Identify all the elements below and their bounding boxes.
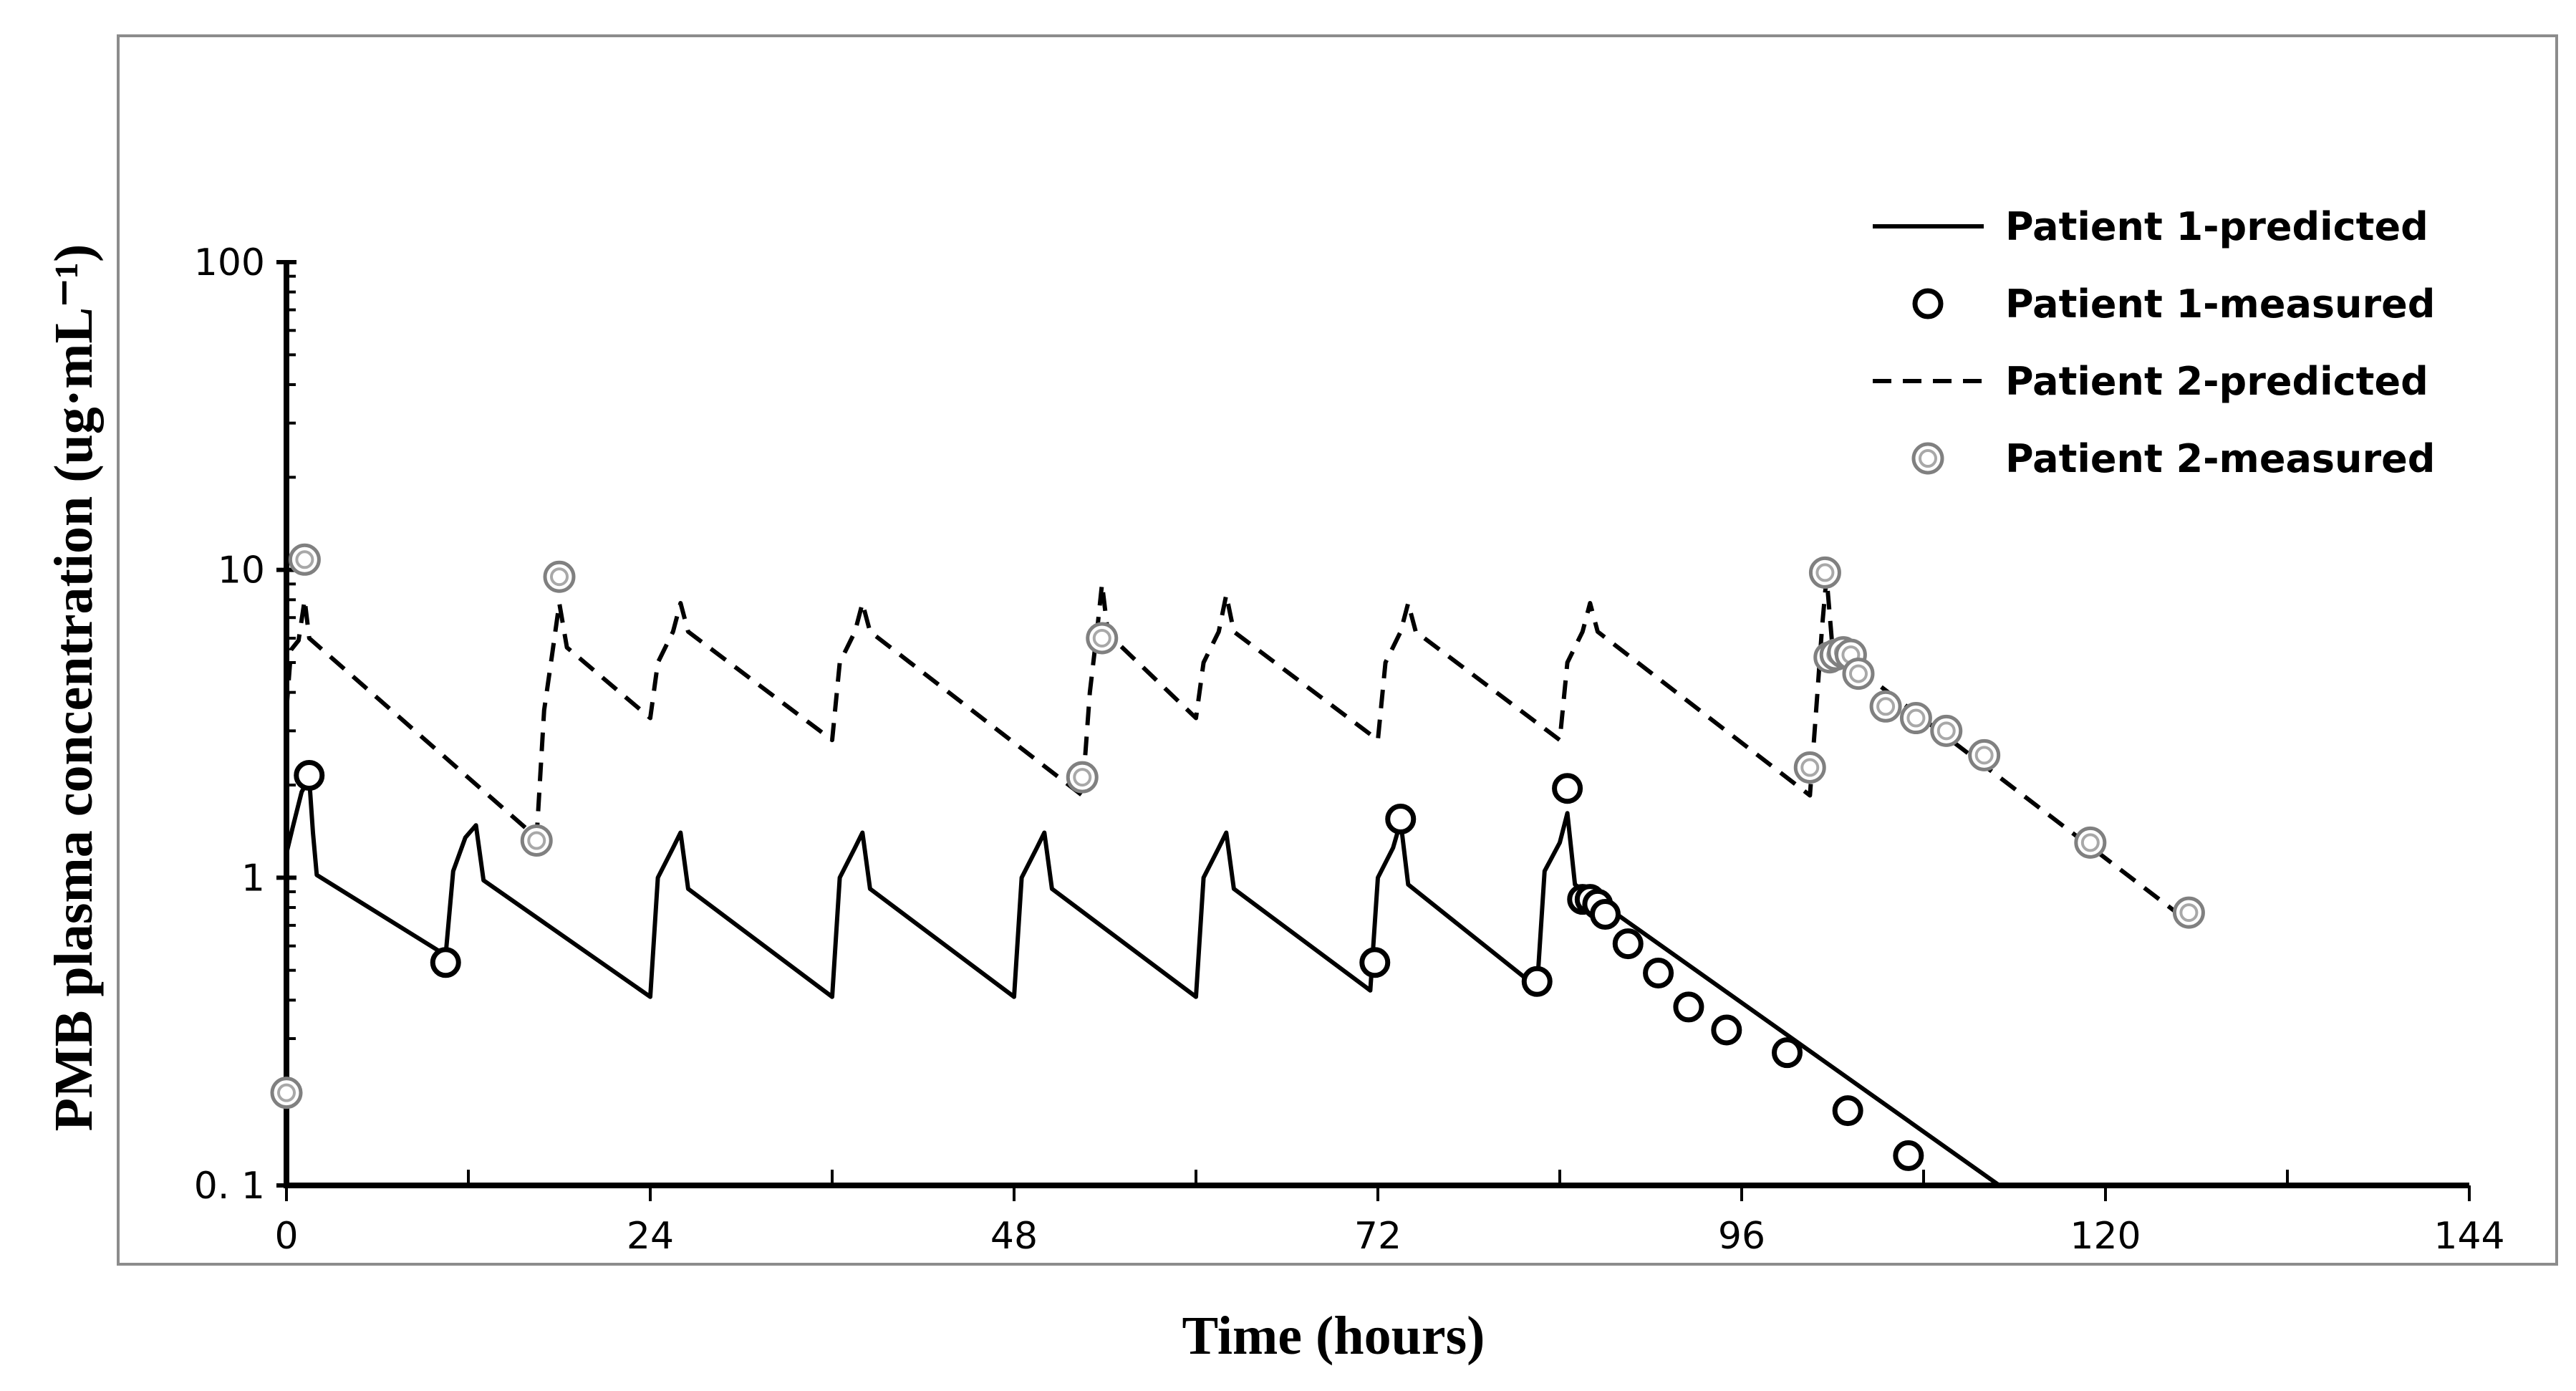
marker-inner-ring — [550, 567, 569, 587]
x-tick-label: 24 — [627, 1215, 674, 1258]
patient-1-measured-point — [430, 947, 461, 978]
y-tick-label: 10 — [218, 549, 265, 592]
patient-1-measured-point — [1711, 1014, 1742, 1046]
marker-inner-ring — [277, 1083, 296, 1102]
patient-2-measured-point — [543, 560, 576, 593]
legend-item-patient-1-predicted: Patient 1-predicted — [1873, 204, 2428, 249]
marker-inner-ring — [527, 831, 546, 850]
patient-2-measured-point — [1930, 714, 1963, 747]
legend-item-patient-1-measured: Patient 1-measured — [1912, 281, 2435, 327]
marker-inner-ring — [2080, 833, 2100, 852]
x-axis-ticks: 0 24 48 72 96 120 144 — [274, 1170, 2505, 1258]
y-tick-label: 0. 1 — [194, 1165, 265, 1208]
marker-inner-ring — [295, 550, 314, 569]
series-layer — [284, 574, 2183, 1188]
chart-frame — [117, 34, 2558, 1266]
patient-2-measured-point — [1086, 622, 1119, 655]
x-tick-label: 0 — [274, 1215, 298, 1258]
legend-label: Patient 2-predicted — [2005, 359, 2428, 404]
legend-swatch-marker — [1911, 442, 1944, 475]
legend-item-patient-2-predicted: Patient 2-predicted — [1873, 359, 2428, 404]
patient-2-measured-point — [288, 543, 321, 576]
patient-1-measured-point — [1673, 991, 1704, 1023]
y-tick-label: 100 — [194, 241, 265, 284]
patient-1-measured-point — [1552, 773, 1583, 804]
legend-label: Patient 1-measured — [2005, 281, 2435, 327]
x-tick-label: 120 — [2070, 1215, 2141, 1258]
patient-1-measured-point — [1385, 804, 1417, 835]
patient-1-measured-point — [1893, 1140, 1924, 1171]
x-tick-label: 96 — [1718, 1215, 1765, 1258]
marker-inner-ring — [1906, 708, 1926, 728]
patient-1-measured-point — [294, 759, 325, 791]
patient-1-measured-point — [1643, 957, 1674, 988]
marker-inner-ring — [1815, 563, 1835, 582]
y-tick-label: 1 — [241, 857, 265, 900]
marker-inner-ring — [1936, 721, 1956, 741]
marker-inner-ring — [1876, 697, 1896, 716]
patient-2-measured-point — [1793, 751, 1826, 784]
legend-label: Patient 2-measured — [2005, 436, 2435, 481]
patient-2-measured-point — [1808, 556, 1841, 589]
patient-1-measured-point — [1521, 966, 1553, 997]
legend: Patient 1-predicted Patient 1-measured Pat… — [1873, 204, 2435, 481]
patient-1-measured-point — [1612, 928, 1644, 960]
patient-2-measured-point — [2172, 896, 2205, 929]
patient-2-measured-point — [520, 824, 553, 857]
marker-inner-ring — [1974, 746, 1994, 765]
patient-2-measured-point — [1842, 658, 1875, 690]
marker-inner-ring — [1800, 758, 1820, 777]
patient-1-measured-point — [1359, 947, 1391, 978]
marker-inner-ring — [1073, 768, 1092, 787]
x-tick-label: 72 — [1354, 1215, 1402, 1258]
legend-item-patient-2-measured: Patient 2-measured — [1911, 436, 2435, 481]
marker-inner-ring — [2179, 903, 2199, 923]
markers-layer — [270, 543, 2205, 1171]
legend-swatch-marker — [1912, 288, 1944, 319]
patient-1-measured-point — [1590, 899, 1621, 930]
y-axis-ticks: 0. 1 1 10 100 — [194, 241, 296, 1208]
x-tick-label: 144 — [2433, 1215, 2504, 1258]
marker-inner-ring — [1848, 664, 1868, 683]
marker-inner-ring — [1919, 449, 1937, 468]
x-axis-title: Time (hours) — [1182, 1306, 1485, 1366]
patient-2-measured-point — [1066, 761, 1099, 794]
y-axis-title: PMB plasma concentration (ug·mL⁻¹) — [44, 244, 104, 1132]
patient-1-measured-point — [1772, 1037, 1803, 1069]
patient-2-measured-point — [270, 1077, 303, 1110]
patient-2-predicted-line — [284, 574, 2183, 918]
patient-1-measured-point — [1832, 1095, 1863, 1127]
patient-2-measured-point — [1968, 738, 2001, 771]
marker-inner-ring — [1092, 628, 1111, 648]
x-tick-label: 48 — [990, 1215, 1038, 1258]
legend-label: Patient 1-predicted — [2005, 204, 2428, 249]
patient-2-measured-point — [1899, 702, 1932, 735]
patient-2-measured-point — [2074, 826, 2107, 859]
patient-2-measured-point — [1869, 690, 1902, 723]
